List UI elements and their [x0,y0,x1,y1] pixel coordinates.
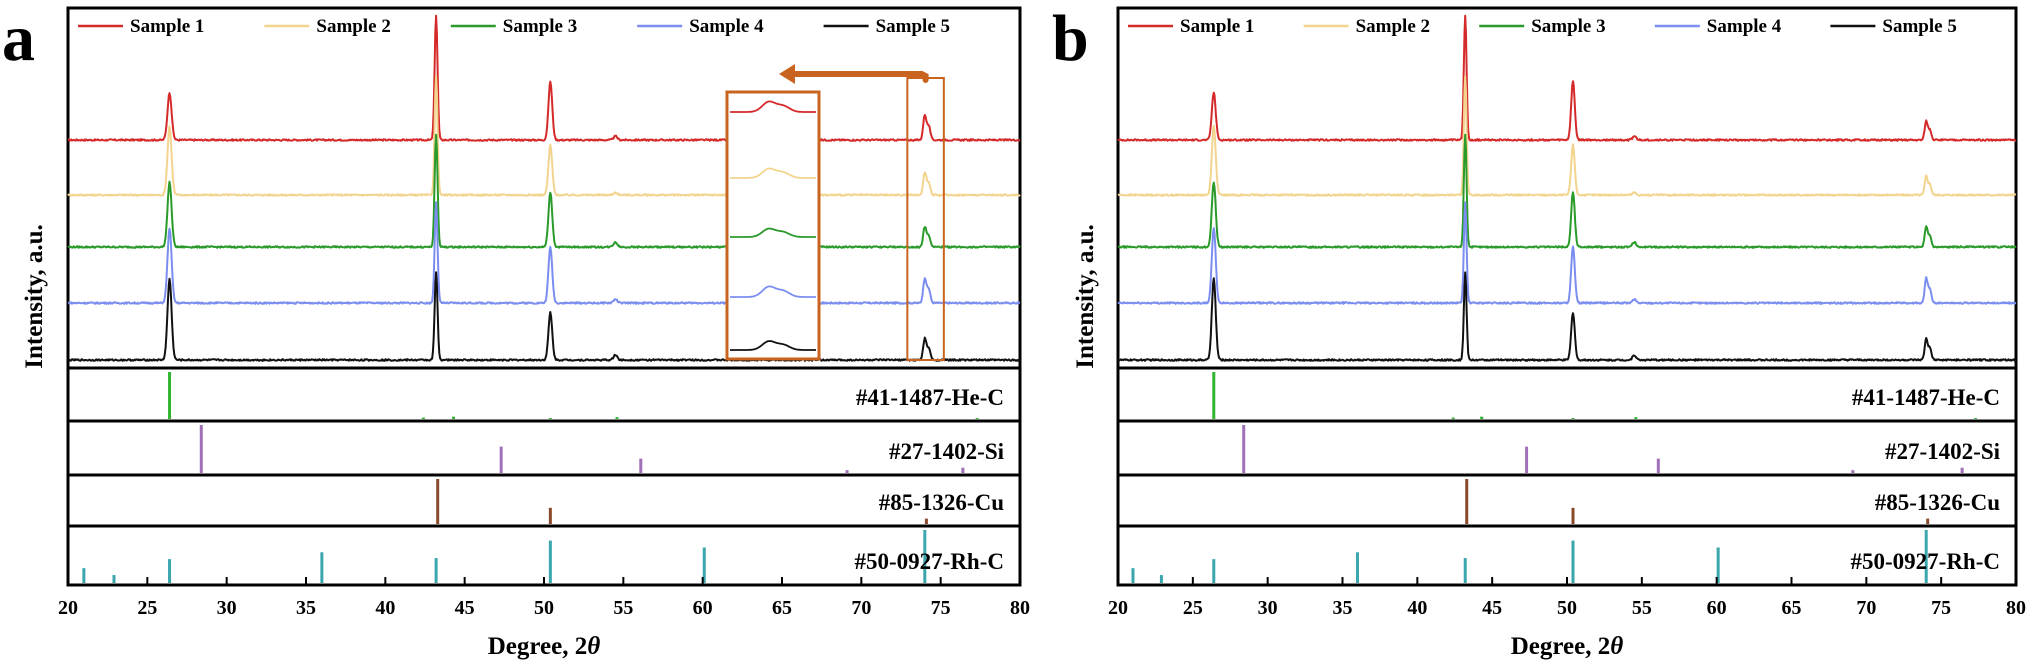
x-tick-label: 45 [1482,597,1502,619]
reference-box-2 [1116,419,2018,477]
x-tick-label: 65 [772,597,792,619]
spectrum-sample-4 [1117,201,2017,305]
reference-label-3: #85-1326-Cu [879,490,1004,515]
legend-label-sample-1: Sample 1 [130,16,204,37]
x-axis-label-text: Degree, 2 [488,633,588,660]
x-tick-label: 80 [2006,597,2026,619]
reference-label-3: #85-1326-Cu [1875,490,2000,515]
x-tick-label: 30 [1258,597,1278,619]
spectrum-sample-4 [67,201,1021,305]
x-tick-label: 25 [1183,597,1203,619]
x-tick-label: 70 [1856,597,1876,619]
spectrum-sample-2 [1117,75,2017,197]
x-tick-label: 80 [1010,597,1030,619]
legend-label-sample-2: Sample 2 [316,16,390,37]
reference-label-2: #27-1402-Si [1885,439,2001,464]
spectrum-sample-3 [1117,133,2017,249]
reference-box-3 [66,473,1022,528]
spectrum-sample-2 [67,74,1021,197]
x-tick-label: 70 [851,597,871,619]
y-axis-label: Intensity, a.u. [21,224,48,368]
spectrum-sample-1 [67,14,1021,142]
y-axis-label: Intensity, a.u. [1072,224,1099,368]
spectrum-sample-5 [67,271,1021,362]
legend-label-sample-5: Sample 5 [1882,16,1956,37]
x-tick-label: 35 [1333,597,1353,619]
x-axis-label-theta: θ [587,633,600,660]
x-tick-label: 55 [613,597,633,619]
legend-label-sample-2: Sample 2 [1356,16,1430,37]
zoom-inset-sample-5 [730,340,816,351]
x-tick-label: 50 [1557,597,1577,619]
x-tick-label: 50 [534,597,554,619]
reference-label-4: #50-0927-Rh-C [855,549,1005,574]
legend-label-sample-3: Sample 3 [503,16,577,37]
zoom-inset-box [725,90,821,361]
x-tick-label: 75 [931,597,951,619]
reference-label-1: #41-1487-He-C [1852,385,2000,410]
legend-label-sample-1: Sample 1 [1180,16,1254,37]
zoom-arrow-line [790,71,929,83]
panel-a: a Intensity, a.u. Sample 1 Sample 2 Sample 3… [2,2,1030,660]
x-tick-label: 40 [1407,597,1427,619]
reference-label-2: #27-1402-Si [889,439,1005,464]
zoom-inset-sample-3 [730,227,816,238]
x-tick-label: 60 [1707,597,1727,619]
reference-box-2 [66,419,1022,477]
x-axis-label: Degree, 2θ [1511,633,1624,660]
x-tick-label: 20 [1108,597,1128,619]
x-tick-label: 25 [137,597,157,619]
panel-b: b Intensity, a.u. Sample 1 Sample 2 Sample 3… [1052,2,2026,660]
zoom-inset-sample-1 [730,100,816,113]
panel-letter-b: b [1052,2,1089,75]
spectrum-sample-1 [1117,14,2017,142]
reference-label-4: #50-0927-Rh-C [1851,549,2001,574]
spectrum-sample-5 [1117,271,2017,362]
zoom-arrow-head [779,64,795,84]
legend-label-sample-3: Sample 3 [1531,16,1605,37]
main-plot-frame [1116,6,2018,370]
x-tick-label: 65 [1782,597,1802,619]
legend-label-sample-4: Sample 4 [689,16,764,37]
x-axis-label-theta: θ [1610,633,1623,660]
x-axis-label: Degree, 2θ [488,633,601,660]
x-tick-label: 75 [1931,597,1951,619]
x-axis-label-text: Degree, 2 [1511,633,1611,660]
reference-label-1: #41-1487-He-C [856,385,1004,410]
panel-letter-a: a [2,2,35,75]
x-tick-label: 60 [693,597,713,619]
x-tick-label: 40 [375,597,395,619]
x-tick-label: 45 [455,597,475,619]
x-tick-label: 30 [217,597,237,619]
x-tick-label: 55 [1632,597,1652,619]
x-tick-label: 35 [296,597,316,619]
main-plot-frame [66,6,1022,370]
zoom-inset-sample-2 [730,167,816,179]
legend-label-sample-4: Sample 4 [1707,16,1782,37]
legend-label-sample-5: Sample 5 [876,16,950,37]
zoom-inset-sample-4 [730,285,816,298]
spectrum-sample-3 [67,133,1021,249]
x-tick-label: 20 [58,597,78,619]
